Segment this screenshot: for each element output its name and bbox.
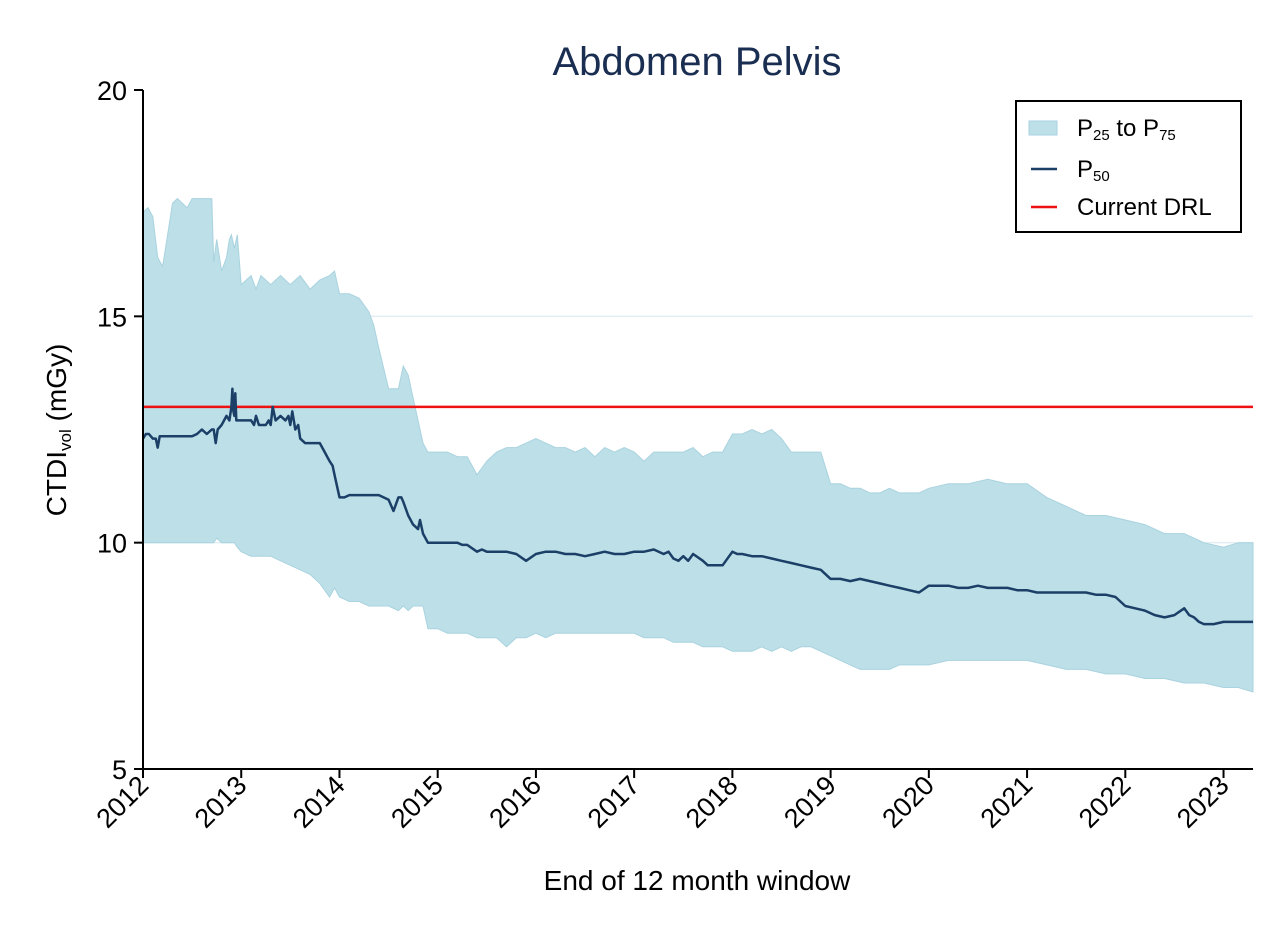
axes [134,89,1253,778]
legend-label-part: to P [1110,115,1159,142]
x-tick-labels: 2012 2013 2014 2015 2016 2017 2018 2019 2020 2021… [91,770,1235,834]
x-axis-title: End of 12 month window [544,865,851,896]
legend-label-part: 75 [1159,127,1176,144]
x-tick-label-2016: 2016 [483,770,547,834]
legend-label-part: 25 [1093,127,1110,144]
legend-label-band: P25 to P75 [1077,115,1176,144]
legend-label-part: P [1077,115,1093,142]
legend-label-line: P50 [1077,156,1110,185]
y-tick-label-15: 15 [97,302,127,332]
chart-title: Abdomen Pelvis [552,40,841,84]
legend-label-part: P [1077,156,1093,183]
y-tick-label-5: 5 [112,755,127,785]
median-layer [141,387,1253,626]
legend-label-drl: Current DRL [1077,194,1212,221]
legend-label-part: Current DRL [1077,194,1212,221]
x-tick-label-2022: 2022 [1073,770,1137,834]
y-tick-labels: 5 10 15 20 [97,76,127,785]
x-tick-label-2014: 2014 [287,770,351,834]
y-tick-label-20: 20 [97,76,127,106]
y-axis-title: CTDIvol (mGy) [41,344,75,517]
legend-label-part: 50 [1093,168,1110,185]
x-tick-label-2023: 2023 [1171,770,1235,834]
y-axis-title-unit: (mGy) [41,344,72,430]
median-line [141,387,1253,626]
x-tick-label-2013: 2013 [189,770,253,834]
y-axis-title-sub: vol [56,429,75,451]
x-tick-label-2019: 2019 [778,770,842,834]
iqr-band-layer [142,197,1254,693]
y-tick-label-10: 10 [97,529,127,559]
x-tick-label-2021: 2021 [975,770,1039,834]
x-tick-label-2017: 2017 [582,770,646,834]
y-axis-title-main: CTDI [41,451,72,516]
x-tick-label-2018: 2018 [680,770,744,834]
iqr-band-area [142,197,1254,693]
x-tick-label-2020: 2020 [876,770,940,834]
x-tick-label-2015: 2015 [385,770,449,834]
legend-swatch-band [1028,120,1058,136]
